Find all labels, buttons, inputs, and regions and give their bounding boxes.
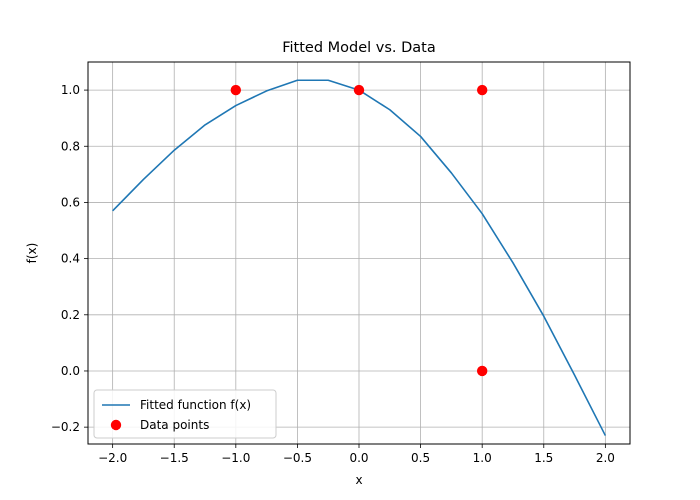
series-layer [112, 79, 607, 436]
legend-label: Data points [140, 418, 209, 432]
grid-lines [88, 62, 630, 444]
legend-box [93, 389, 277, 439]
legend: Fitted function f(x) Data points [93, 389, 277, 439]
x-tick-label: −1.0 [221, 451, 250, 465]
y-axis-label: f(x) [25, 243, 39, 264]
x-tick-label: 1.5 [534, 451, 553, 465]
y-tick-label: 1.0 [61, 83, 80, 97]
y-tick-label: 0.6 [61, 195, 80, 209]
y-tick-label: 0.8 [61, 139, 80, 153]
x-tick-label: −0.5 [283, 451, 312, 465]
x-tick-label: 0.5 [411, 451, 430, 465]
x-tick-label: −2.0 [98, 451, 127, 465]
x-axis-label: x [355, 473, 362, 487]
data-point [353, 84, 365, 96]
y-tick-label: 0.4 [61, 252, 80, 266]
x-tick-label: 2.0 [596, 451, 615, 465]
chart-title: Fitted Model vs. Data [282, 40, 436, 56]
data-point [476, 84, 488, 96]
y-tick-label: 0.2 [61, 308, 80, 322]
data-point [476, 365, 488, 377]
x-tick-label: −1.5 [160, 451, 189, 465]
legend-label: Fitted function f(x) [140, 398, 251, 412]
data-point [230, 84, 242, 96]
axis-ticks: −2.0 −1.5 −1.0 −0.5 0.0 0.5 1.0 1.5 2.0 −0.2 0.0 0.… [51, 83, 615, 465]
y-tick-label: 0.0 [61, 364, 80, 378]
x-tick-label: 0.0 [349, 451, 368, 465]
y-tick-label: −0.2 [51, 420, 80, 434]
legend-marker-swatch [110, 419, 122, 431]
x-tick-label: 1.0 [473, 451, 492, 465]
